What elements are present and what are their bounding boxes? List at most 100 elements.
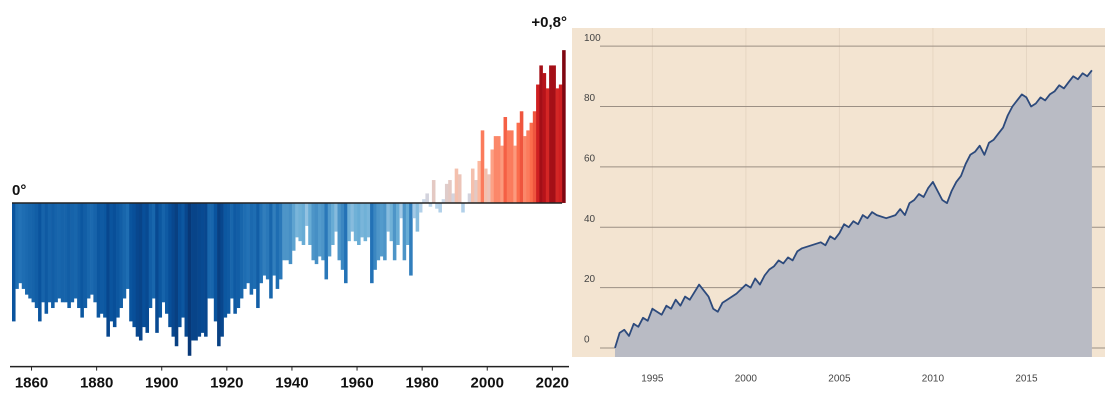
bar <box>425 193 429 203</box>
bar <box>272 202 276 276</box>
y-tick-label: 80 <box>584 93 596 104</box>
bar <box>327 202 332 257</box>
bar <box>226 202 231 314</box>
bar <box>373 202 377 270</box>
bar <box>112 202 117 328</box>
bar <box>405 202 410 245</box>
bar <box>275 202 280 289</box>
bar <box>288 202 293 265</box>
bar <box>243 202 247 289</box>
x-tick-label: 1880 <box>80 375 113 392</box>
bar <box>210 202 215 299</box>
bar <box>536 84 540 203</box>
bar <box>178 202 182 328</box>
bar <box>236 202 241 309</box>
bar <box>213 202 218 322</box>
bar <box>347 202 351 242</box>
y-tick-label: +0,8° <box>531 14 567 31</box>
bar <box>28 202 32 299</box>
x-tick-label: 1860 <box>15 375 48 392</box>
bar <box>454 168 459 203</box>
bar <box>187 202 192 356</box>
x-tick-label: 1940 <box>275 375 308 392</box>
x-tick-label: 1920 <box>210 375 243 392</box>
bar <box>539 65 543 203</box>
bar <box>324 202 329 280</box>
bar <box>298 202 303 242</box>
bar <box>148 202 153 309</box>
y-tick-label: 40 <box>584 214 596 225</box>
bar <box>21 202 26 289</box>
bar <box>80 202 84 318</box>
bar <box>477 160 482 203</box>
bar <box>500 145 504 203</box>
y-tick-label: 60 <box>584 153 596 164</box>
bar <box>252 202 257 289</box>
bar <box>109 202 114 322</box>
bar <box>516 122 521 203</box>
bar <box>444 183 449 203</box>
bar <box>106 202 110 337</box>
bar <box>181 202 185 318</box>
y-tick-label: 100 <box>584 33 601 44</box>
bar <box>191 202 195 341</box>
bar <box>363 202 368 242</box>
bar <box>31 202 36 303</box>
bar <box>99 202 104 314</box>
bar <box>399 202 403 219</box>
bar <box>132 202 136 328</box>
bar <box>116 202 120 318</box>
x-tick-label: 2010 <box>922 374 945 385</box>
bar <box>552 65 556 203</box>
bar <box>18 202 23 284</box>
bar <box>168 202 172 328</box>
line <box>614 69 1093 349</box>
bar <box>64 202 68 303</box>
bar <box>57 202 62 299</box>
bar <box>392 202 397 261</box>
bar <box>233 202 237 314</box>
bar <box>197 202 202 337</box>
bar <box>259 202 263 284</box>
bar <box>532 111 537 203</box>
bar <box>60 202 65 303</box>
bar <box>125 202 130 289</box>
bar <box>158 202 163 318</box>
bar <box>41 202 45 303</box>
bar <box>519 111 524 203</box>
bar <box>282 202 286 261</box>
bar <box>217 202 221 347</box>
bar <box>337 202 342 261</box>
bar <box>145 202 150 333</box>
bar <box>422 199 426 203</box>
bar <box>304 202 309 226</box>
bar <box>314 202 319 265</box>
bar <box>269 202 273 299</box>
bar <box>15 202 19 289</box>
bar <box>431 180 436 203</box>
bar <box>25 202 29 295</box>
bar <box>70 202 75 303</box>
bar <box>295 202 299 238</box>
bar <box>438 202 442 213</box>
bar <box>86 202 91 299</box>
bar <box>562 50 566 203</box>
bar <box>448 180 452 203</box>
bar <box>246 202 250 284</box>
bar <box>396 202 400 245</box>
bar <box>90 202 94 295</box>
bar <box>409 202 413 276</box>
y-tick-label: 20 <box>584 274 596 285</box>
bar <box>174 202 179 347</box>
bar <box>155 202 159 333</box>
bar <box>142 202 146 328</box>
bar <box>164 202 169 314</box>
x-tick-label: 2005 <box>828 374 851 385</box>
bar <box>184 202 189 337</box>
bar <box>77 202 81 309</box>
bar <box>311 202 316 261</box>
x-tick-label: 2000 <box>471 375 504 392</box>
bar <box>135 202 140 337</box>
bar <box>83 202 88 309</box>
bar <box>200 202 205 333</box>
